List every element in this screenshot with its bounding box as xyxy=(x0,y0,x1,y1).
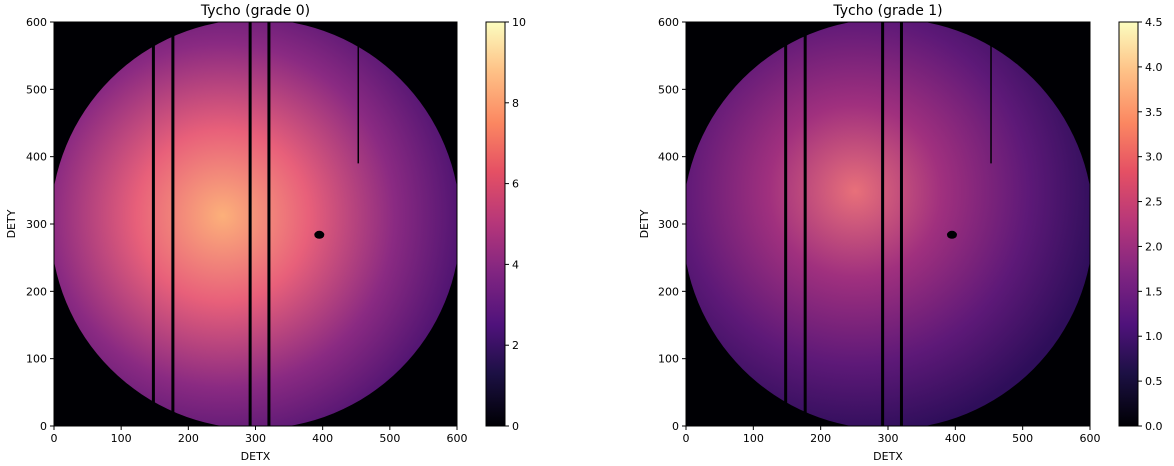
y-tick-label: 600 xyxy=(26,16,47,29)
heatmap-panel-grade-0: Tycho (grade 0) 0 100 200 300 400 500 600 0100… xyxy=(5,3,526,463)
colorbar-ticks: 0 2 4 6 8 10 xyxy=(505,16,526,433)
x-tick-label: 500 xyxy=(379,432,400,445)
x-tick-label: 0 xyxy=(51,432,58,445)
dark-columns xyxy=(151,22,360,426)
y-tick-label: 300 xyxy=(26,218,47,231)
colorbar-tick-label: 3.5 xyxy=(1145,106,1163,119)
colorbar xyxy=(1118,21,1139,427)
colorbar-tick-label: 4.5 xyxy=(1145,16,1163,29)
y-axis-label: DETY xyxy=(638,209,651,238)
y-tick-label: 500 xyxy=(658,83,679,96)
x-tick-label: 300 xyxy=(245,432,266,445)
y-tick-label: 600 xyxy=(658,16,679,29)
colorbar-tick-label: 10 xyxy=(512,16,526,29)
colorbar-tick-label: 0.5 xyxy=(1145,375,1163,388)
y-axis-ticks: 0 100 200 300 400 500 600 xyxy=(658,16,686,433)
colorbar-tick-label: 4.0 xyxy=(1145,61,1163,74)
dark-blob xyxy=(314,230,325,239)
colorbar-tick-label: 0 xyxy=(512,420,519,433)
dark-columns xyxy=(784,22,992,426)
y-tick-label: 400 xyxy=(658,151,679,164)
x-tick-label: 600 xyxy=(1080,432,1101,445)
x-tick-label: 300 xyxy=(878,432,899,445)
colorbar-tick-label: 0.0 xyxy=(1145,420,1163,433)
colorbar-tick-label: 8 xyxy=(512,97,519,110)
detector-field xyxy=(686,22,1090,426)
colorbar-tick-label: 2.0 xyxy=(1145,240,1163,253)
x-tick-label: 100 xyxy=(111,432,132,445)
detector-field xyxy=(54,22,457,426)
x-tick-label: 100 xyxy=(743,432,764,445)
colorbar-tick-label: 4 xyxy=(512,258,519,271)
y-tick-label: 500 xyxy=(26,83,47,96)
x-tick-label: 600 xyxy=(447,432,468,445)
x-tick-label: 200 xyxy=(810,432,831,445)
x-tick-label: 0 xyxy=(683,432,690,445)
y-tick-label: 0 xyxy=(672,420,679,433)
colorbar-tick-label: 1.0 xyxy=(1145,330,1163,343)
dark-blob xyxy=(946,230,957,239)
colorbar-tick-label: 1.5 xyxy=(1145,285,1163,298)
colorbar-tick-label: 2.5 xyxy=(1145,196,1163,209)
y-tick-label: 300 xyxy=(658,218,679,231)
colorbar-tick-label: 6 xyxy=(512,178,519,191)
y-tick-label: 400 xyxy=(26,151,47,164)
colorbar-tick-label: 2 xyxy=(512,339,519,352)
y-tick-label: 0 xyxy=(40,420,47,433)
x-axis-label: DETX xyxy=(873,450,903,463)
y-axis-ticks: 0 100 200 300 400 500 600 xyxy=(26,16,54,433)
colorbar xyxy=(485,21,506,427)
colorbar-ticks: 0.0 0.5 1.0 1.5 2.0 2.5 3.0 3.5 4.0 4.5 xyxy=(1138,16,1163,433)
heatmap-panel-grade-1: Tycho (grade 1) 0 100 200 300 400 500 600 0 100… xyxy=(638,3,1163,463)
y-tick-label: 100 xyxy=(658,353,679,366)
x-axis-ticks: 0 100 200 300 400 500 600 xyxy=(51,426,468,445)
y-axis-label: DETY xyxy=(5,209,18,238)
x-tick-label: 400 xyxy=(945,432,966,445)
y-tick-label: 200 xyxy=(26,285,47,298)
x-axis-label: DETX xyxy=(241,450,271,463)
colorbar-tick-label: 3.0 xyxy=(1145,151,1163,164)
x-tick-label: 400 xyxy=(312,432,333,445)
y-tick-label: 100 xyxy=(26,353,47,366)
chart-title: Tycho (grade 0) xyxy=(200,3,310,19)
x-axis-ticks: 0 100 200 300 400 500 600 xyxy=(683,426,1101,445)
chart-title: Tycho (grade 1) xyxy=(832,3,942,19)
y-tick-label: 200 xyxy=(658,285,679,298)
x-tick-label: 200 xyxy=(178,432,199,445)
x-tick-label: 500 xyxy=(1012,432,1033,445)
